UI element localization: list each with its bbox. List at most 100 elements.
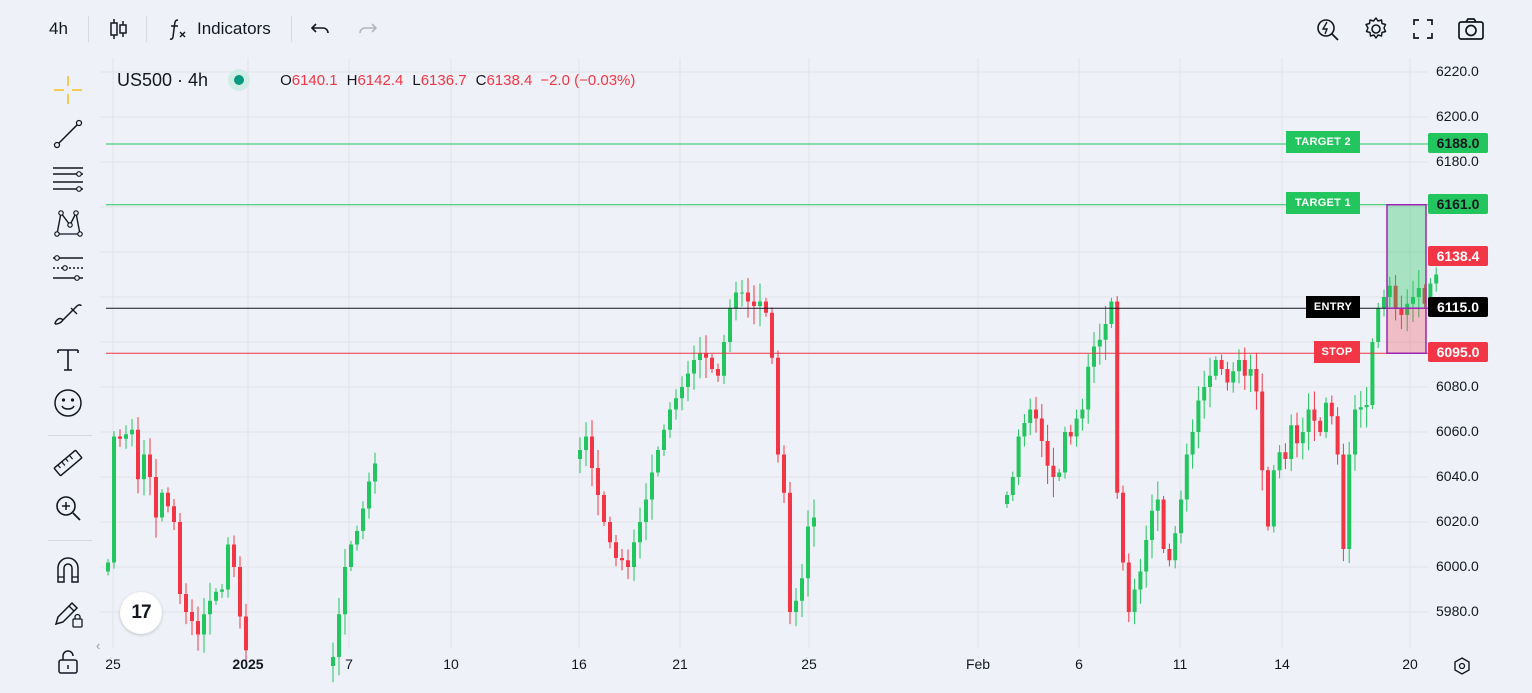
low-value: 6136.7 [420,71,467,89]
risk-zone [1386,307,1427,354]
drawing-mode-tool[interactable] [50,596,86,632]
time-tick: 25 [105,656,121,672]
candle-body [734,292,738,309]
crosshair-tool[interactable] [50,72,86,108]
ruler-icon [53,449,83,477]
smiley-icon [54,389,82,417]
candle-body [1329,402,1334,417]
candle-body [1126,562,1131,612]
toolbar-divider [88,16,89,42]
emoji-tool[interactable] [50,385,86,421]
quick-search-button[interactable] [1314,14,1340,44]
candle-body [1086,366,1091,410]
magnet-tool[interactable] [50,552,86,588]
candle-body [373,463,377,482]
candle-body [154,477,158,518]
candle-body [1335,416,1340,455]
unlock-icon [58,650,78,674]
candle-body [788,492,792,612]
time-tick: 7 [345,656,353,672]
redo-button[interactable] [356,14,380,44]
candle-body [367,481,371,509]
candle-body [626,560,630,567]
candle-body [608,522,612,543]
prediction-tool[interactable] [50,250,86,286]
candle-body [160,492,164,518]
candle-body [1068,432,1073,437]
last-price-tag: 6138.4 [1428,246,1488,266]
candle-body [1422,288,1427,304]
stop-label[interactable]: STOP [1314,341,1360,363]
candle-body [1312,409,1317,421]
candle-body [1005,495,1009,504]
candle-body [112,436,116,563]
market-status-icon[interactable] [228,69,251,91]
candle-body [349,544,353,567]
high-label: H [346,71,358,89]
chart-grid [100,58,1428,648]
reward-zone [1386,204,1427,309]
lock-tool[interactable] [50,644,86,680]
candle-body [1202,387,1207,401]
target2-label[interactable]: TARGET 2 [1286,131,1360,153]
redo-icon [359,23,378,34]
fib-tool[interactable] [50,160,86,196]
undo-button[interactable] [308,14,332,44]
chart-type-button[interactable] [106,14,130,44]
pencil-lock-icon [54,601,83,628]
candle-body [1411,297,1415,304]
candles-layer [106,267,1439,683]
candle-body [196,621,200,635]
interval-button[interactable]: 4h [49,14,68,44]
candle-body [1190,432,1195,455]
candle-body [1271,470,1276,527]
target2-price-tag: 6188.0 [1428,133,1488,153]
toolbar-divider [48,540,92,541]
candle-body [692,360,696,374]
candle-body [1179,499,1183,534]
candle-body [812,517,816,527]
tradingview-logo[interactable]: 17 [120,592,162,634]
brush-tool[interactable] [50,296,86,332]
candle-body [343,567,347,615]
collapse-toolbar-icon[interactable]: ‹ [96,638,101,653]
trend-line-tool[interactable] [50,116,86,152]
candle-body [764,301,768,313]
zoom-in-tool[interactable] [50,490,86,526]
candle-body [1184,454,1189,500]
price-tick: 6020.0 [1436,513,1479,529]
entry-label[interactable]: ENTRY [1306,296,1360,318]
candle-body [656,450,660,473]
price-tick: 6000.0 [1436,558,1479,574]
candle-body [184,594,188,612]
candle-body [202,614,206,635]
toolbar-divider [146,16,147,42]
axis-settings-button[interactable] [1452,656,1472,676]
indicators-button[interactable]: Indicators [165,14,271,44]
candle-body [578,450,582,459]
candle-body [1283,452,1288,459]
pattern-tool[interactable] [50,205,86,241]
candle-body [752,301,756,306]
candle-body [1248,369,1253,376]
candle-body [1300,432,1305,444]
symbol-title[interactable]: US500 · 4h [117,69,209,90]
settings-button[interactable] [1363,14,1389,44]
candle-body [1225,369,1230,383]
candle-body [1306,409,1311,432]
target1-label[interactable]: TARGET 1 [1286,192,1360,214]
candle-body [136,429,140,480]
candle-body [710,357,714,369]
candle-body [178,522,182,594]
time-tick: 10 [443,656,459,672]
candle-body [124,434,128,439]
screenshot-button[interactable] [1457,14,1485,44]
open-label: O [280,71,292,89]
candle-body [148,454,152,477]
measure-tool[interactable] [50,445,86,481]
fullscreen-button[interactable] [1411,14,1435,44]
candle-body [1155,499,1160,511]
undo-icon [310,23,329,34]
text-tool[interactable] [50,341,86,377]
